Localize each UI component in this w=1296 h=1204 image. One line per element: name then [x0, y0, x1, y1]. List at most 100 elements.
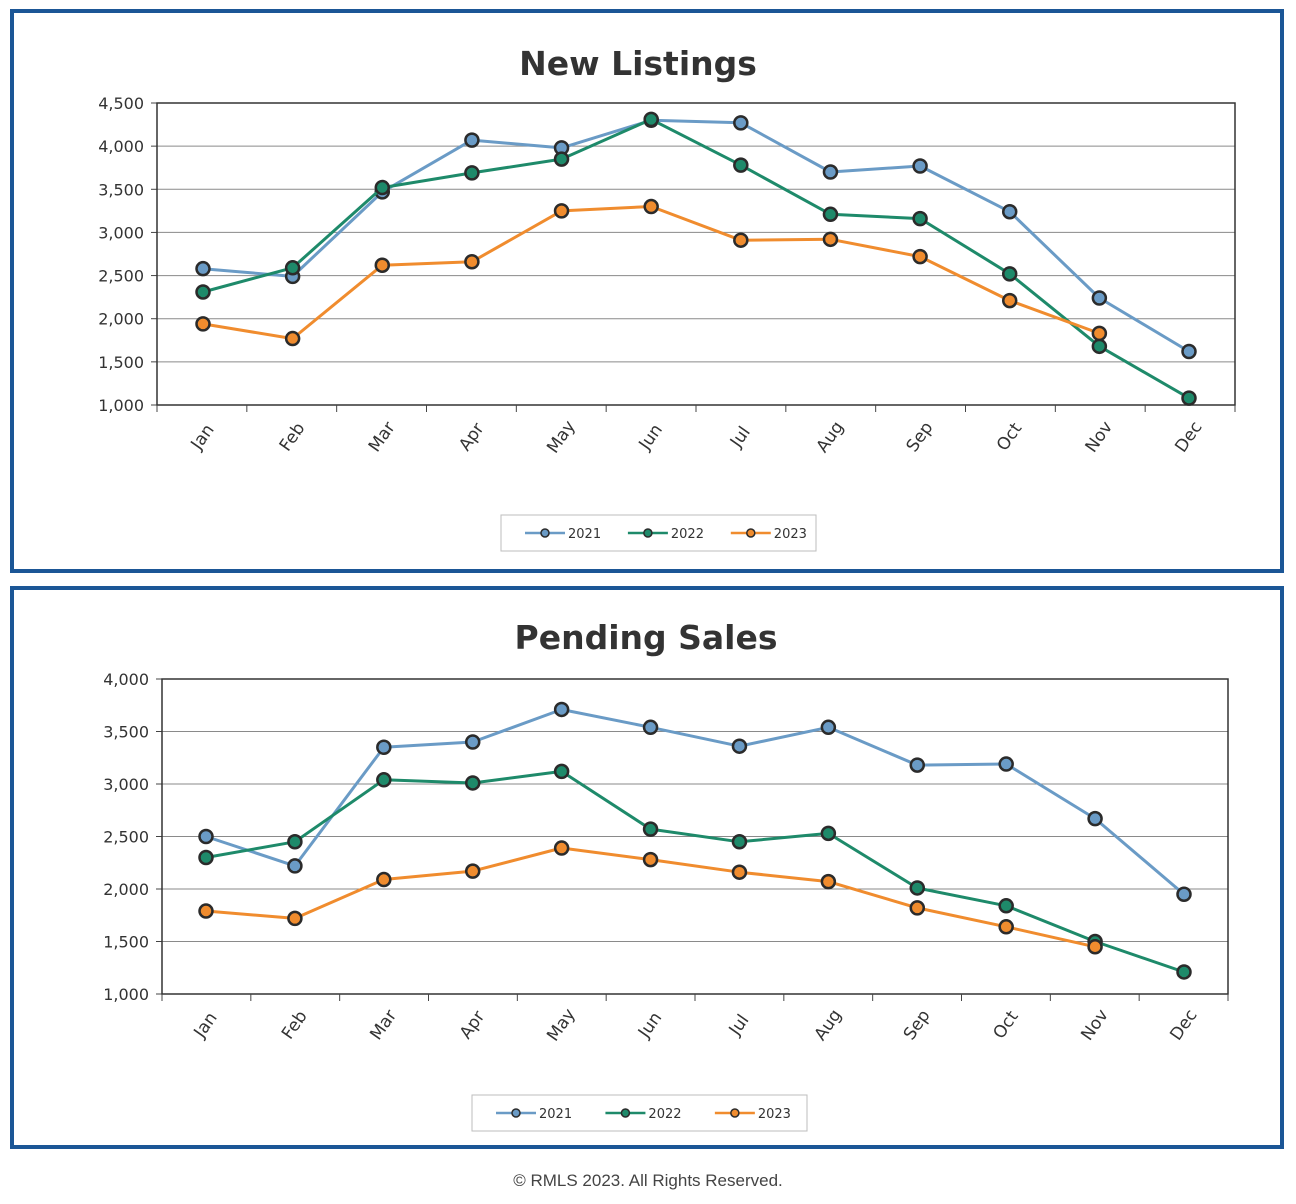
x-tick-label-oct: Oct: [993, 419, 1026, 455]
data-point-2022-may: [553, 763, 570, 780]
data-point-2021-jun: [642, 719, 659, 736]
data-point-2021-jan: [198, 828, 214, 845]
x-tick-label-jul: Jul: [725, 1011, 754, 1040]
data-point-2023-may: [553, 840, 570, 856]
x-tick-label-feb: Feb: [278, 1007, 312, 1043]
x-tick-label-sep: Sep: [903, 418, 938, 456]
data-point-2023-jul: [731, 864, 748, 880]
data-point-2021-dec: [1181, 343, 1197, 360]
y-tick-label: 2,500: [103, 828, 149, 847]
x-tick-label-jun: Jun: [635, 421, 667, 455]
data-point-2021-aug: [820, 719, 837, 736]
data-point-2023-jun: [643, 198, 659, 215]
data-point-2023-nov: [1091, 325, 1108, 342]
legend-label-2023: 2023: [758, 1107, 791, 1122]
chart-title: Pending Sales: [515, 618, 778, 657]
x-tick-label-dec: Dec: [1171, 418, 1206, 456]
data-point-2021-apr: [464, 734, 481, 750]
legend-label-2021: 2021: [539, 1107, 572, 1122]
data-point-2023-feb: [287, 910, 303, 927]
data-point-2021-mar: [376, 739, 392, 755]
y-tick-label: 4,000: [98, 137, 144, 156]
y-tick-label: 2,000: [98, 310, 144, 329]
y-tick-label: 4,500: [98, 94, 144, 113]
data-point-2022-aug: [822, 206, 839, 223]
x-tick-label-mar: Mar: [366, 1006, 401, 1044]
data-point-2022-jul: [731, 834, 748, 850]
data-point-2023-jul: [733, 232, 749, 248]
data-point-2022-oct: [1001, 266, 1018, 282]
y-tick-label: 3,500: [98, 180, 144, 199]
legend-marker-2022: [620, 1108, 631, 1118]
series-line-2022: [205, 769, 1185, 974]
x-tick-label-nov: Nov: [1082, 418, 1117, 457]
legend-label-2022: 2022: [648, 1107, 681, 1122]
data-point-2021-sep: [912, 158, 928, 174]
legend-label-2023: 2023: [774, 527, 807, 542]
data-point-2021-jan: [195, 260, 211, 277]
data-point-2022-dec: [1176, 964, 1192, 980]
data-point-2021-jul: [733, 115, 749, 131]
data-point-2021-jul: [731, 738, 748, 754]
data-point-2023-jun: [642, 851, 659, 868]
data-point-2022-nov: [1091, 338, 1108, 355]
data-point-2021-oct: [1001, 203, 1018, 220]
data-point-2021-nov: [1087, 810, 1103, 827]
data-point-2021-aug: [822, 164, 839, 180]
y-tick-label: 1,000: [98, 396, 144, 415]
data-point-2023-nov: [1087, 939, 1103, 955]
y-tick-label: 1,500: [98, 353, 144, 372]
x-tick-label-jan: Jan: [187, 421, 219, 455]
x-tick-label-oct: Oct: [989, 1007, 1022, 1043]
data-point-2023-mar: [374, 257, 391, 273]
data-point-2022-jul: [733, 157, 749, 173]
data-point-2022-oct: [998, 898, 1014, 914]
data-point-2022-apr: [464, 165, 480, 181]
data-point-2022-mar: [374, 179, 391, 196]
x-tick-label-aug: Aug: [813, 418, 848, 457]
legend-marker-2023: [730, 1108, 740, 1118]
data-point-2021-may: [553, 701, 570, 718]
data-point-2023-sep: [912, 248, 928, 265]
legend-label-2021: 2021: [568, 527, 601, 542]
data-point-2023-oct: [1001, 292, 1018, 309]
data-point-2022-aug: [820, 825, 837, 842]
series-line-2021: [205, 708, 1185, 896]
x-tick-label-jun: Jun: [634, 1009, 666, 1043]
data-point-2023-may: [553, 203, 570, 219]
y-tick-label: 2,000: [103, 880, 149, 899]
data-point-2022-dec: [1181, 390, 1197, 406]
data-point-2022-feb: [284, 260, 301, 276]
y-tick-label: 3,500: [103, 723, 149, 742]
y-tick-label: 1,000: [103, 985, 149, 1004]
legend-marker-2021: [540, 528, 550, 538]
data-point-2023-jan: [198, 903, 214, 919]
data-point-2021-nov: [1091, 290, 1108, 306]
data-point-2021-dec: [1176, 886, 1192, 902]
plot-area: [156, 102, 1236, 406]
pending-sales-chart-panel: [10, 586, 1284, 1149]
x-tick-label-jul: Jul: [726, 423, 755, 452]
data-point-2022-feb: [287, 834, 303, 850]
series-line-2021: [202, 118, 1190, 353]
pending-sales-chart: Pending Sales 1,000 1,500 2,000 2,500 3,000 3,…: [103, 618, 1229, 1132]
new-listings-chart: New Listings 1,000 1,500 2,000 2,500 3,000 3,5…: [98, 44, 1236, 552]
data-point-2022-jan: [198, 849, 214, 866]
x-tick-label-may: May: [543, 417, 580, 457]
data-point-2023-apr: [464, 254, 480, 270]
data-point-2022-jan: [195, 284, 211, 300]
legend-label-2022: 2022: [671, 527, 704, 542]
legend: 2021 2022 2023: [471, 1094, 808, 1132]
x-tick-label-mar: Mar: [365, 418, 400, 456]
data-point-2022-jun: [642, 821, 659, 837]
data-point-2023-oct: [998, 919, 1014, 935]
y-tick-label: 4,000: [103, 670, 149, 689]
legend-marker-2023: [746, 528, 756, 538]
x-tick-label-apr: Apr: [456, 1007, 489, 1043]
legend-marker-2021: [511, 1108, 521, 1118]
data-point-2021-feb: [287, 858, 303, 874]
x-tick-label-may: May: [543, 1005, 580, 1045]
legend: 2021 2022 2023: [500, 514, 817, 552]
chart-title: New Listings: [519, 44, 757, 83]
data-point-2022-jun: [643, 111, 659, 128]
